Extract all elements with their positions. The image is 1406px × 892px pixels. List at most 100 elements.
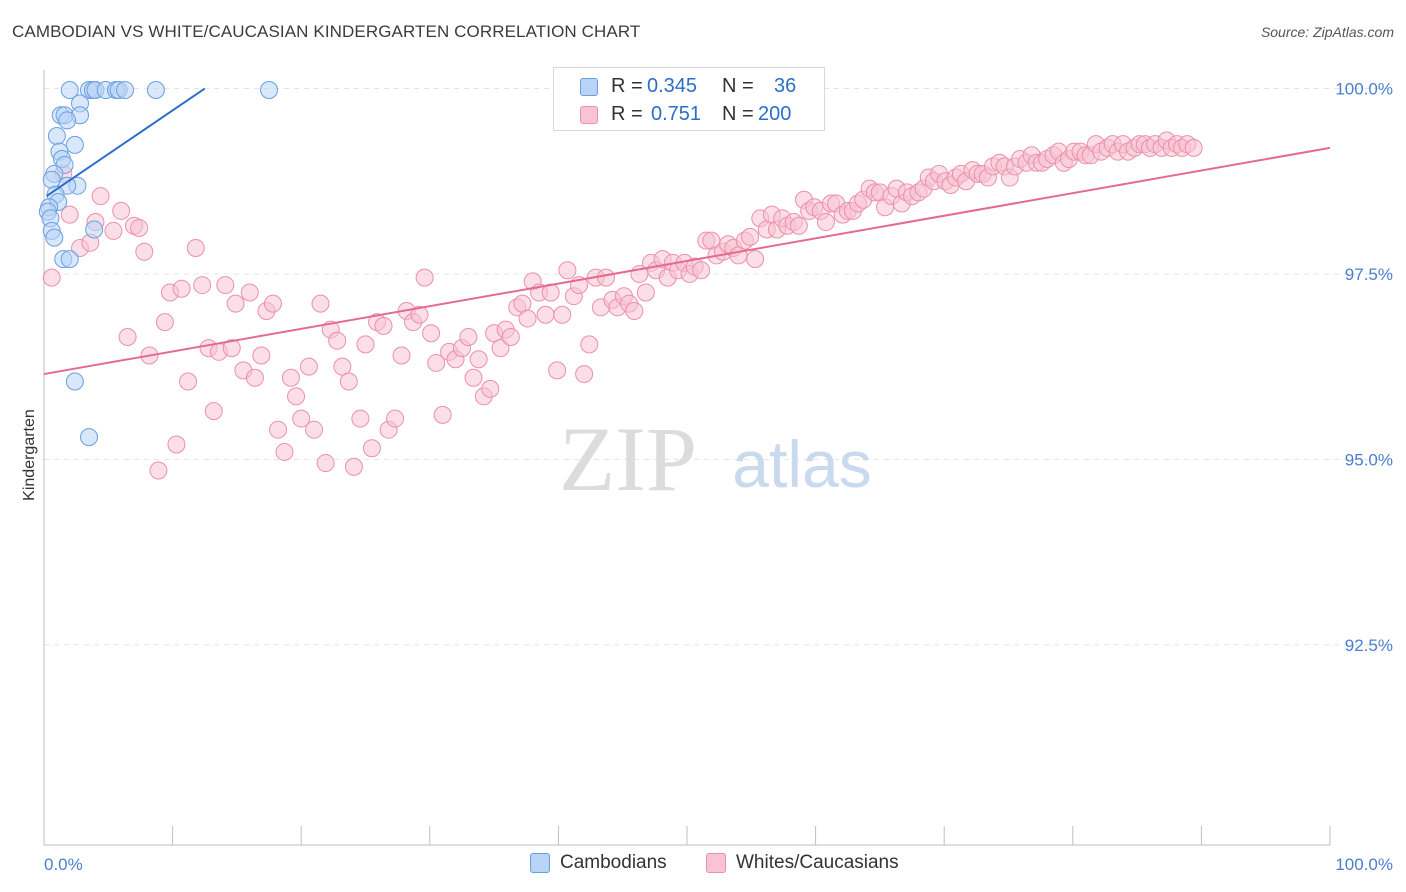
point-white-caucasian <box>316 454 335 473</box>
point-cambodian <box>42 170 61 189</box>
point-white-caucasian <box>305 420 324 439</box>
point-white-caucasian <box>741 227 760 246</box>
trend-lines <box>43 87 1331 376</box>
point-white-caucasian <box>481 379 500 398</box>
point-white-caucasian <box>91 187 110 206</box>
trend-line-white-caucasian <box>43 146 1331 376</box>
legend-n-label: N = <box>722 75 754 97</box>
point-white-caucasian <box>636 283 655 302</box>
point-white-caucasian <box>112 201 131 220</box>
point-white-caucasian <box>410 305 429 324</box>
point-cambodian <box>65 135 84 154</box>
point-cambodian <box>58 111 77 130</box>
point-white-caucasian <box>501 327 520 346</box>
point-white-caucasian <box>427 353 446 372</box>
point-white-caucasian <box>1184 138 1203 157</box>
axes <box>43 70 1331 846</box>
legend-n-value-cambodian: 36 <box>774 75 797 97</box>
point-white-caucasian <box>281 368 300 387</box>
point-white-caucasian <box>149 461 168 480</box>
legend-n-label: N = <box>722 103 754 125</box>
point-white-caucasian <box>204 402 223 421</box>
point-white-caucasian <box>292 409 311 428</box>
point-white-caucasian <box>536 305 555 324</box>
point-white-caucasian <box>374 316 393 335</box>
point-white-caucasian <box>252 346 271 365</box>
y-tick-label: 95.0% <box>1345 450 1393 469</box>
watermark-atlas: atlas <box>732 427 871 501</box>
legend-swatch-cambodians <box>530 853 550 873</box>
legend-r-label: R = <box>611 75 643 97</box>
point-white-caucasian <box>118 327 137 346</box>
point-white-caucasian <box>553 305 572 324</box>
legend-r-value-white: 0.751 <box>651 103 702 125</box>
point-white-caucasian <box>104 221 123 240</box>
legend-label-whites: Whites/Caucasians <box>736 852 899 873</box>
legend-swatch-cambodian <box>580 78 598 96</box>
watermark-zip: ZIP <box>559 408 697 510</box>
point-white-caucasian <box>575 365 594 384</box>
point-white-caucasian <box>518 309 537 328</box>
point-white-caucasian <box>222 339 241 358</box>
point-white-caucasian <box>339 372 358 391</box>
point-white-caucasian <box>625 302 644 321</box>
point-cambodian <box>85 220 104 239</box>
point-white-caucasian <box>193 276 212 295</box>
point-white-caucasian <box>135 242 154 261</box>
point-white-caucasian <box>167 435 186 454</box>
point-white-caucasian <box>422 324 441 343</box>
point-white-caucasian <box>596 268 615 287</box>
point-cambodian <box>60 250 79 269</box>
point-white-caucasian <box>351 409 370 428</box>
point-white-caucasian <box>464 368 483 387</box>
point-white-caucasian <box>179 372 198 391</box>
point-white-caucasian <box>816 213 835 232</box>
y-tick-label: 92.5% <box>1345 636 1393 655</box>
white-caucasian-points <box>42 131 1203 480</box>
point-white-caucasian <box>433 405 452 424</box>
trend-line-cambodian <box>46 87 206 197</box>
point-white-caucasian <box>216 276 235 295</box>
point-white-caucasian <box>328 331 347 350</box>
point-cambodian <box>47 127 66 146</box>
point-white-caucasian <box>245 368 264 387</box>
cambodian-points <box>38 81 279 447</box>
point-white-caucasian <box>172 279 191 298</box>
point-white-caucasian <box>356 335 375 354</box>
point-white-caucasian <box>240 283 259 302</box>
point-white-caucasian <box>263 294 282 313</box>
point-white-caucasian <box>548 361 567 380</box>
point-white-caucasian <box>155 313 174 332</box>
point-white-caucasian <box>226 294 245 313</box>
point-white-caucasian <box>344 457 363 476</box>
point-cambodian <box>45 228 64 247</box>
stats-legend: R = 0.345 N = 36 R = 0.751 N = 200 <box>553 67 825 131</box>
point-white-caucasian <box>469 350 488 369</box>
point-cambodian <box>80 428 99 447</box>
point-white-caucasian <box>333 357 352 376</box>
point-white-caucasian <box>789 216 808 235</box>
x-tick-label: 100.0% <box>1335 855 1393 874</box>
y-tick-label: 100.0% <box>1335 80 1393 99</box>
x-tick-label: 0.0% <box>44 855 83 874</box>
legend-row-white: R = 0.751 N = 200 <box>554 100 824 128</box>
point-white-caucasian <box>186 238 205 257</box>
point-cambodian <box>260 81 279 100</box>
point-white-caucasian <box>491 339 510 358</box>
point-cambodian <box>60 81 79 100</box>
legend-label-cambodians: Cambodians <box>560 852 667 873</box>
legend-row-cambodian: R = 0.345 N = 36 <box>554 72 824 100</box>
source-label: Source: ZipAtlas.com <box>1260 24 1394 40</box>
point-white-caucasian <box>311 294 330 313</box>
watermark: ZIP atlas <box>559 408 872 510</box>
point-white-caucasian <box>130 218 149 237</box>
point-white-caucasian <box>459 327 478 346</box>
point-white-caucasian <box>269 420 288 439</box>
point-white-caucasian <box>275 442 294 461</box>
y-tick-label: 97.5% <box>1345 265 1393 284</box>
point-white-caucasian <box>746 250 765 269</box>
point-white-caucasian <box>580 335 599 354</box>
legend-r-value-cambodian: 0.345 <box>647 75 698 97</box>
point-white-caucasian <box>299 357 318 376</box>
